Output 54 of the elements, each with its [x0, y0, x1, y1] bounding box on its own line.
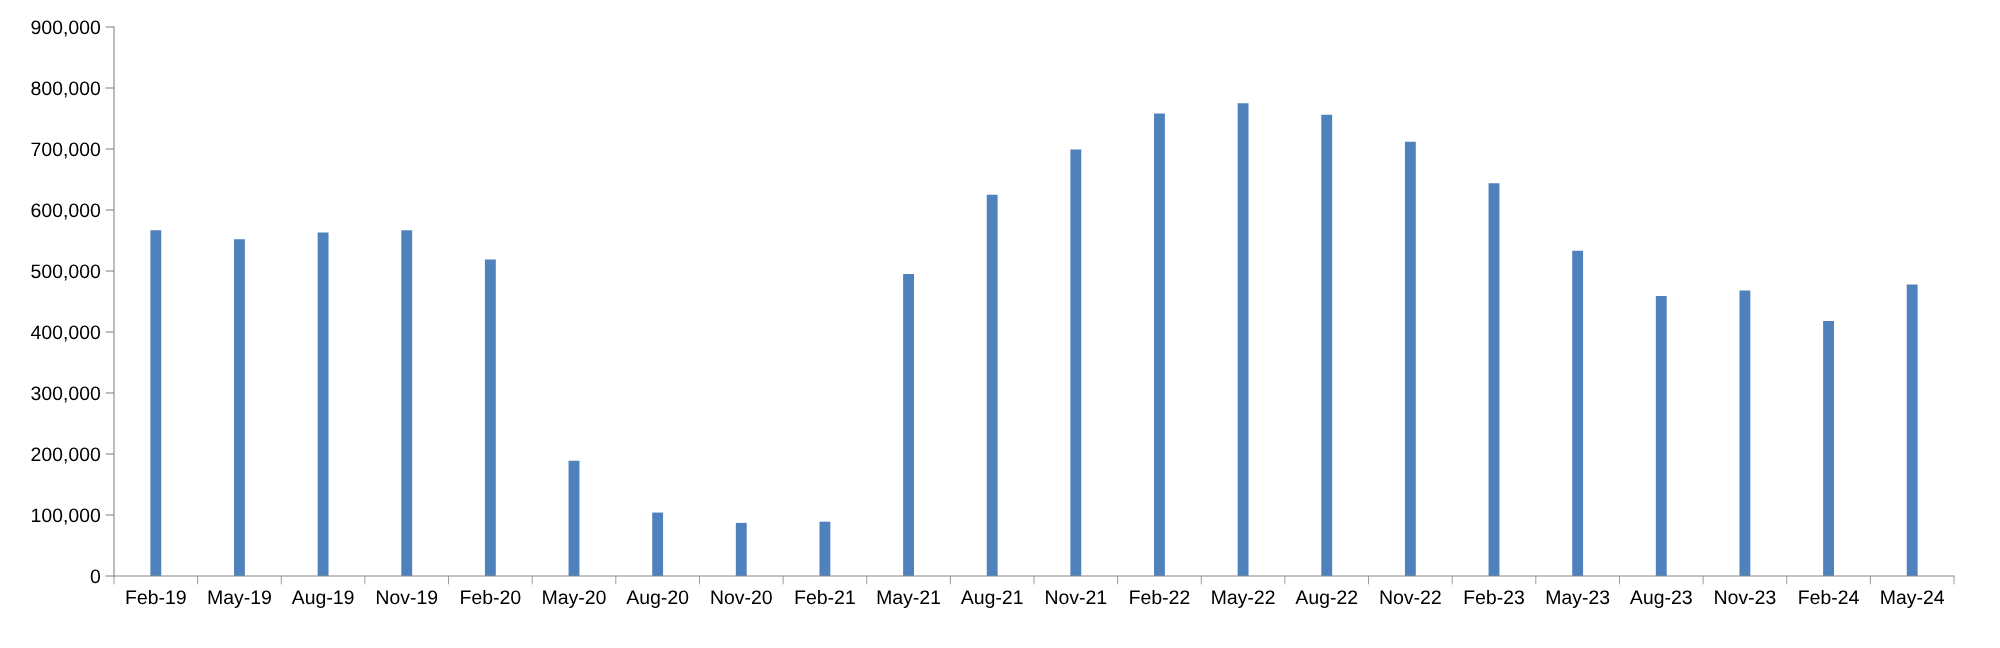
bar [401, 230, 413, 576]
y-tick-label: 300,000 [31, 386, 101, 403]
x-tick-label: Aug-19 [291, 590, 354, 609]
bar [1404, 141, 1416, 576]
y-tick-label: 100,000 [32, 508, 101, 525]
x-tick-label: Feb-20 [461, 589, 521, 605]
y-tick-label: 700,000 [31, 142, 101, 159]
bar [317, 232, 329, 576]
bar [234, 239, 245, 576]
bar [1906, 284, 1918, 576]
x-tick-label: Nov-23 [1715, 590, 1776, 605]
x-tick-label: Nov-21 [1046, 590, 1107, 605]
bar [1655, 296, 1667, 576]
x-tick-label: May-22 [1212, 590, 1275, 609]
bar [568, 460, 580, 576]
x-tick-label: May-21 [877, 590, 941, 609]
y-tick-label: 600,000 [31, 203, 101, 220]
bar [150, 230, 162, 576]
bar [652, 512, 664, 576]
bar [986, 194, 998, 576]
y-tick-label: 500,000 [31, 264, 101, 281]
bar [1488, 183, 1500, 576]
x-tick-label: Aug-21 [960, 590, 1023, 609]
bar [1154, 113, 1165, 576]
bar [1739, 290, 1751, 576]
bar [903, 274, 914, 576]
x-tick-label: Feb-19 [126, 589, 186, 605]
bar [819, 521, 831, 576]
x-tick-label: Aug-23 [1629, 590, 1692, 609]
bar [1070, 149, 1082, 576]
x-tick-label: May-23 [1546, 590, 1610, 609]
bar [1823, 321, 1834, 576]
x-tick-label: Nov-22 [1380, 590, 1441, 605]
x-tick-label: Feb-24 [1799, 589, 1859, 605]
bar [1237, 103, 1249, 576]
y-tick-label: 0 [90, 569, 101, 584]
y-tick-label: 800,000 [31, 81, 101, 98]
x-tick-label: Nov-20 [711, 590, 772, 605]
x-tick-label: Feb-21 [795, 589, 855, 605]
bar [484, 259, 496, 576]
y-tick-label: 200,000 [31, 447, 101, 464]
x-tick-label: Aug-22 [1295, 590, 1358, 609]
bar [735, 522, 747, 576]
bar [1321, 114, 1333, 576]
x-tick-label: Nov-19 [376, 590, 438, 605]
y-tick-label: 400,000 [30, 325, 101, 342]
x-tick-label: Feb-23 [1464, 589, 1524, 605]
x-tick-label: Aug-20 [626, 590, 689, 609]
x-tick-label: May-19 [208, 590, 271, 609]
x-tick-label: May-24 [1881, 590, 1945, 609]
x-tick-label: Feb-22 [1130, 589, 1190, 605]
x-tick-label: May-20 [543, 590, 606, 609]
y-tick-label: 900,000 [31, 20, 101, 37]
bar [1572, 250, 1584, 576]
